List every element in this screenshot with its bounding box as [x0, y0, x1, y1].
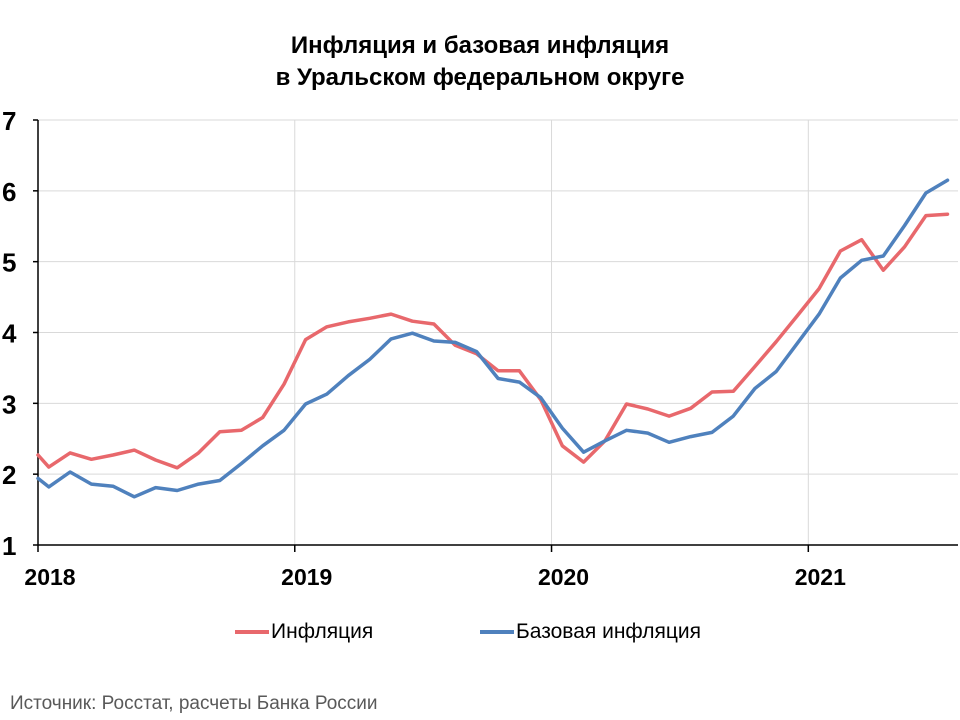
legend-item-inflation: Инфляция [235, 620, 373, 644]
y-tick-label: 7 [2, 106, 16, 136]
legend-label-inflation: Инфляция [271, 620, 374, 643]
legend: Инфляция Базовая инфляция [0, 620, 960, 652]
x-tick-label: 2020 [538, 564, 589, 590]
y-tick-label: 4 [2, 319, 17, 349]
y-tick-label: 2 [2, 460, 16, 490]
x-tick-label: 2021 [795, 564, 846, 590]
source-note: Источник: Росстат, расчеты Банка России [10, 693, 378, 714]
chart-title: Инфляция и базовая инфляция в Уральском … [0, 30, 960, 94]
series-line-inflation [36, 212, 950, 470]
chart-title-line-2: в Уральском федеральном округе [275, 64, 685, 91]
legend-swatch-core-inflation [480, 630, 514, 634]
x-tick-label: 2019 [281, 564, 332, 590]
x-tick-label: 2018 [24, 564, 75, 590]
y-tick-label: 3 [2, 389, 16, 419]
legend-label-core-inflation: Базовая инфляция [516, 620, 702, 643]
legend-item-core-inflation: Базовая инфляция [480, 620, 701, 644]
y-tick-label: 5 [2, 248, 16, 278]
y-tick-label: 6 [2, 177, 16, 207]
series-line-core-inflation [36, 178, 950, 499]
chart-title-line-1: Инфляция и базовая инфляция [290, 32, 670, 59]
legend-swatch-inflation [235, 630, 269, 634]
y-tick-label: 1 [2, 531, 16, 561]
